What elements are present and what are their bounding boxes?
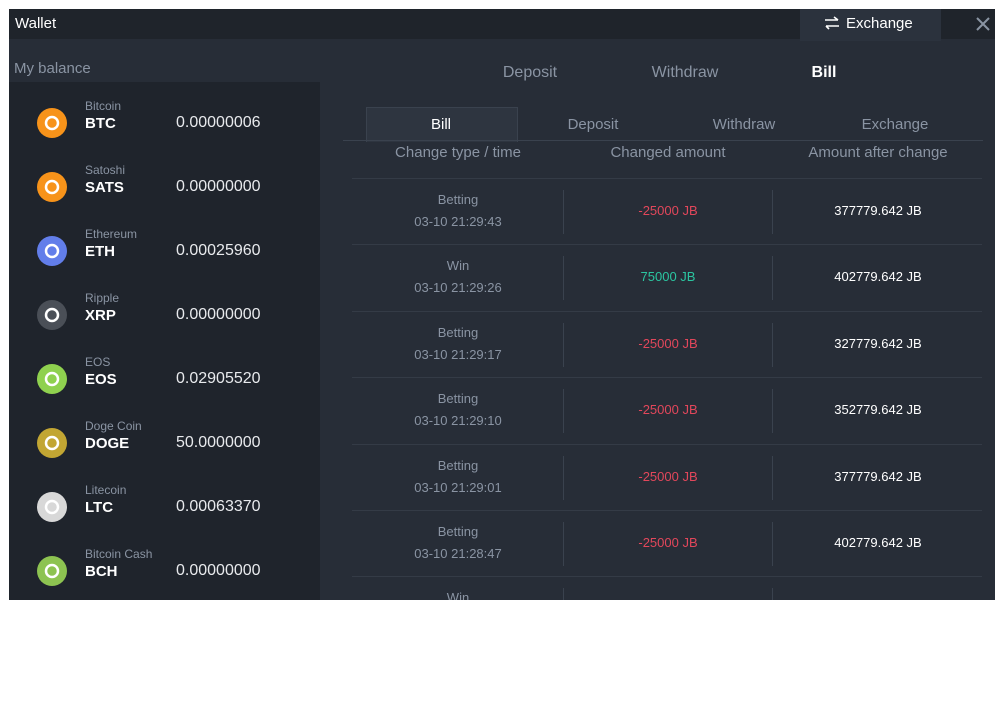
sub-tab: Exchange [861,116,929,133]
column-header: Changed amount [610,144,726,161]
coin-symbol: DOGE [85,435,130,452]
cell-divider [563,190,564,234]
main-tab: Bill [811,64,837,81]
row-time: 03-10 21:29:01 [414,479,502,495]
row-divider [352,443,982,445]
coin-icon [37,428,67,458]
main-tab: Withdraw [651,64,719,81]
coin-symbol: ETH [85,243,115,260]
coin-symbol: SATS [85,179,124,196]
coin-amount: 0.00025960 [176,242,261,259]
coin-amount: 50.0000000 [176,434,261,451]
coin-icon [37,172,67,202]
coin-amount: 0.00000000 [176,306,261,323]
balance-label: My balance [14,60,91,77]
row-divider [352,244,982,246]
row-type: Betting [437,192,479,207]
coin-name: Ethereum [85,227,138,241]
sub-tab: Bill [430,116,452,133]
row-after: 352779.642 JB [834,402,922,418]
cell-divider [563,455,564,500]
wallet-window: Wallet Exchange My balance Bitcoin BTC 0.0… [9,9,995,600]
cell-divider [772,522,773,566]
row-type: Betting [437,457,479,473]
coin-icon [37,364,67,394]
row-time: 03-10 21:29:26 [414,280,502,296]
cell-divider [772,190,773,234]
cell-divider [772,256,773,301]
row-amount: 75000 JB [640,269,696,285]
coin-name: Satoshi [85,163,126,177]
row-amount: -25000 JB [638,203,698,218]
cell-divider [563,389,564,434]
coin-name: Litecoin [85,483,127,497]
row-divider [352,310,982,312]
coin-icon [37,492,67,522]
row-after: 377779.642 JB [834,203,922,218]
row-type: Win [446,258,470,274]
coin-list: Bitcoin BTC 0.00000006 Satoshi SATS 0.0000000… [9,82,320,600]
coin-symbol: BCH [85,563,118,580]
row-divider [352,576,982,578]
main-tab: Deposit [502,64,558,81]
cell-divider [772,322,773,367]
row-time: 03-10 21:29:10 [414,413,502,429]
row-type: Betting [437,391,479,407]
coin-amount: 0.00000000 [176,562,261,579]
active-sub-tab [366,107,518,142]
title: Wallet [15,15,57,32]
coin-icon [37,236,67,266]
exchange-label: Exchange [846,15,913,32]
coin-icon [37,108,67,138]
column-header: Change type / time [395,144,521,161]
coin-icon [37,556,67,586]
coin-name: Bitcoin Cash [85,547,153,561]
row-amount: -25000 JB [638,335,698,351]
row-time: 03-10 21:29:17 [414,346,502,362]
row-type: Betting [437,324,479,340]
cell-divider [563,256,564,301]
row-divider [352,510,982,511]
coin-name: EOS [85,355,111,369]
row-amount: -25000 JB [638,468,698,484]
cell-divider [772,455,773,500]
coin-symbol: LTC [85,499,114,516]
row-divider [352,377,982,379]
sub-tab: Deposit [567,116,619,133]
tab-divider [343,140,983,141]
cell-divider [563,322,564,367]
cell-divider [563,588,564,600]
column-header: Amount after change [808,144,948,161]
coin-amount: 0.00000000 [176,178,261,195]
coin-symbol: BTC [85,115,116,132]
row-type: Win [446,590,470,600]
coin-name: Bitcoin [85,99,122,113]
cell-divider [563,522,564,566]
coin-name: Doge Coin [85,419,142,433]
row-after: 377779.642 JB [834,468,922,484]
cell-divider [772,588,773,600]
row-after: 327779.642 JB [834,335,922,351]
exchange-button[interactable]: Exchange [800,9,941,41]
row-time: 03-10 21:29:43 [414,214,502,229]
row-amount: -25000 JB [638,402,698,418]
row-type: Betting [437,524,479,539]
row-after: 402779.642 JB [834,535,922,550]
coin-symbol: EOS [85,371,117,388]
exchange-icon [825,16,839,30]
row-time: 03-10 21:28:47 [414,546,502,561]
row-amount: -25000 JB [638,535,698,550]
sub-tab: Withdraw [712,116,776,133]
coin-symbol: XRP [85,307,116,324]
row-after: 402779.642 JB [834,269,922,285]
cell-divider [772,389,773,434]
coin-name: Ripple [85,291,120,305]
row-divider [352,178,982,179]
coin-amount: 0.00000006 [176,114,261,131]
close-button[interactable] [976,17,990,31]
coin-icon [37,300,67,330]
coin-amount: 0.00063370 [176,498,261,515]
coin-amount: 0.02905520 [176,370,261,387]
